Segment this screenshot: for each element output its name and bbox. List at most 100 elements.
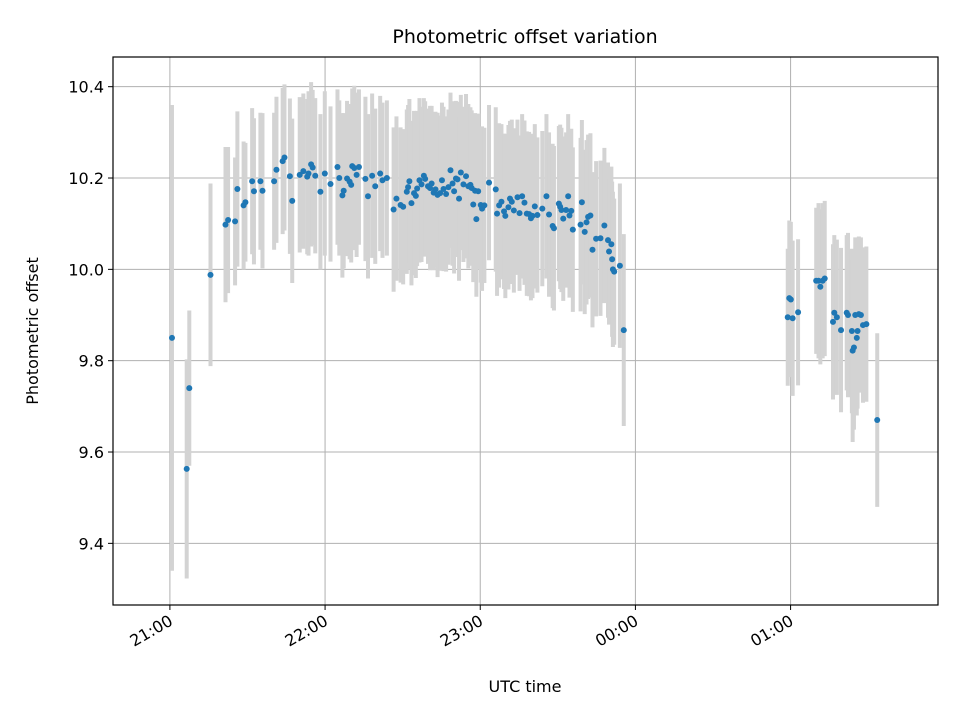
data-point <box>577 221 584 228</box>
data-point <box>443 191 450 197</box>
data-point <box>850 344 857 351</box>
plot-frame <box>112 56 939 606</box>
data-point <box>616 262 623 269</box>
data-point <box>428 180 435 187</box>
data-point <box>383 175 390 182</box>
data-point <box>516 210 523 217</box>
data-point <box>438 177 445 184</box>
data-point <box>502 212 509 219</box>
data-point <box>789 315 796 322</box>
data-point <box>566 212 573 219</box>
data-point <box>437 190 444 197</box>
data-point <box>510 207 517 214</box>
data-point <box>481 202 488 209</box>
x-axis-label: UTC time <box>489 677 562 696</box>
data-point <box>609 256 616 263</box>
data-point <box>550 225 557 232</box>
data-point <box>605 237 611 244</box>
data-point <box>531 203 538 210</box>
data-point <box>505 204 512 211</box>
data-point <box>365 193 371 200</box>
data-point <box>393 195 400 202</box>
data-point <box>321 170 328 177</box>
data-point <box>362 175 369 182</box>
data-points <box>168 154 881 472</box>
y-tick-label: 10.4 <box>68 78 104 97</box>
data-point <box>587 212 594 219</box>
y-tick-label: 10.0 <box>68 260 104 279</box>
data-point <box>414 185 421 192</box>
data-point <box>286 173 293 180</box>
data-point <box>259 187 266 194</box>
data-point <box>390 206 397 213</box>
data-point <box>454 176 461 183</box>
y-tick-label: 9.6 <box>79 443 104 462</box>
data-point <box>432 186 439 193</box>
data-point <box>817 283 824 290</box>
data-point <box>486 179 493 186</box>
y-tick-label: 9.8 <box>79 352 104 371</box>
data-point <box>242 199 249 206</box>
data-point <box>608 241 615 248</box>
data-point <box>168 334 175 341</box>
data-point <box>296 171 303 178</box>
data-point <box>377 170 384 177</box>
data-point <box>787 296 794 303</box>
data-point <box>353 171 360 178</box>
data-point <box>831 309 838 316</box>
data-point <box>568 207 575 214</box>
data-point <box>234 185 241 192</box>
data-point <box>546 211 553 218</box>
data-point <box>427 185 434 192</box>
data-point <box>508 198 515 205</box>
data-point <box>830 318 836 325</box>
data-point <box>569 226 576 233</box>
data-point <box>456 195 463 202</box>
data-point <box>232 218 239 225</box>
data-point <box>473 216 480 223</box>
data-point <box>440 185 447 192</box>
data-point <box>418 181 425 188</box>
data-point <box>406 178 413 185</box>
data-point <box>558 206 565 213</box>
data-point <box>355 164 362 171</box>
data-point <box>422 175 429 182</box>
y-ticks: 9.4 9.6 9.8 10.0 10.2 10.4 <box>68 78 113 553</box>
data-point <box>271 178 278 185</box>
data-point <box>249 178 256 185</box>
chart-title: Photometric offset variation <box>392 26 657 48</box>
data-point <box>521 199 528 206</box>
data-point <box>222 221 229 228</box>
data-point <box>300 168 307 175</box>
data-point <box>815 277 822 284</box>
data-point <box>821 275 828 282</box>
data-point <box>475 188 482 195</box>
data-point <box>563 206 570 213</box>
data-point <box>848 328 855 334</box>
data-point <box>379 177 386 184</box>
data-point <box>589 246 596 253</box>
data-point <box>447 167 454 174</box>
data-point <box>578 199 585 206</box>
data-point <box>593 235 600 242</box>
data-point <box>207 271 214 278</box>
data-point <box>305 170 312 177</box>
data-point <box>601 222 608 229</box>
data-point <box>611 268 618 275</box>
data-point <box>784 314 791 321</box>
data-point <box>565 193 572 200</box>
data-point <box>853 334 860 341</box>
data-point <box>408 200 415 207</box>
data-point <box>400 203 407 210</box>
data-point <box>470 201 477 208</box>
data-point <box>833 314 840 321</box>
y-axis-label: Photometric offset <box>23 257 42 405</box>
data-point <box>583 219 590 226</box>
data-point <box>336 175 343 182</box>
data-point <box>183 465 190 472</box>
data-point <box>838 327 845 334</box>
data-point <box>334 164 341 171</box>
data-point <box>351 164 358 171</box>
data-point <box>519 193 526 200</box>
